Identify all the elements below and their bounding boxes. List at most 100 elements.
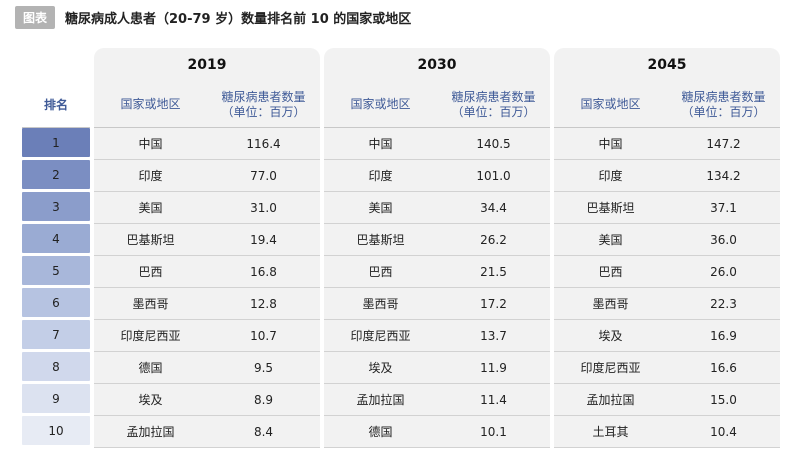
value-cell: 147.2 [706, 136, 741, 151]
country-cell: 印度尼西亚 [580, 361, 641, 375]
value-cell: 16.8 [250, 264, 277, 279]
value-cell: 12.8 [250, 296, 277, 311]
country-cell: 巴西 [138, 265, 163, 279]
value-cell: 11.9 [480, 360, 507, 375]
country-cell: 巴西 [598, 265, 623, 279]
country-cell: 孟加拉国 [356, 393, 405, 407]
figure-title: 糖尿病成人患者（20-79 岁）数量排名前 10 的国家或地区 [65, 11, 412, 27]
country-cell: 墨西哥 [132, 297, 169, 311]
country-column-header: 国家或地区 [120, 97, 181, 111]
country-cell: 土耳其 [592, 425, 629, 439]
country-cell: 孟加拉国 [126, 425, 175, 439]
rank-cell: 10 [22, 416, 90, 445]
country-cell: 中国 [368, 137, 393, 151]
table-row: 巴基斯坦 37.1 [554, 192, 780, 224]
value-cell: 19.4 [250, 232, 277, 247]
table-row: 墨西哥 12.8 [94, 288, 320, 320]
value-cell: 140.5 [476, 136, 511, 151]
country-cell: 墨西哥 [592, 297, 629, 311]
table-row: 美国 31.0 [94, 192, 320, 224]
table-row: 印度 101.0 [324, 160, 550, 192]
value-cell: 134.2 [706, 168, 741, 183]
panel-background [554, 48, 780, 448]
value-cell: 77.0 [250, 168, 277, 183]
value-cell: 26.2 [480, 232, 507, 247]
country-cell: 中国 [138, 137, 163, 151]
table-row: 埃及 11.9 [324, 352, 550, 384]
table-row: 巴西 26.0 [554, 256, 780, 288]
value-cell: 26.0 [710, 264, 737, 279]
figure-header: 图表 糖尿病成人患者（20-79 岁）数量排名前 10 的国家或地区 [15, 5, 412, 29]
value-cell: 15.0 [710, 392, 737, 407]
patients-column-header: 糖尿病患者数量 （单位：百万） [221, 89, 306, 119]
table-row: 美国 36.0 [554, 224, 780, 256]
column-subheader: 国家或地区 糖尿病患者数量 （单位：百万） [324, 82, 550, 128]
value-cell: 9.5 [253, 360, 274, 375]
rank-cell: 2 [22, 160, 90, 189]
country-cell: 巴基斯坦 [586, 201, 635, 215]
country-cell: 美国 [598, 233, 623, 247]
country-cell: 孟加拉国 [586, 393, 635, 407]
patients-column-header: 糖尿病患者数量 （单位：百万） [451, 89, 536, 119]
value-cell: 101.0 [476, 168, 511, 183]
table-row: 巴基斯坦 26.2 [324, 224, 550, 256]
value-cell: 8.4 [253, 424, 274, 439]
table-row: 墨西哥 17.2 [324, 288, 550, 320]
table-row: 印度 134.2 [554, 160, 780, 192]
value-cell: 11.4 [480, 392, 507, 407]
column-subheader: 国家或地区 糖尿病患者数量 （单位：百万） [94, 82, 320, 128]
country-column-header: 国家或地区 [350, 97, 411, 111]
table-row: 土耳其 10.4 [554, 416, 780, 448]
country-cell: 印度 [138, 169, 163, 183]
rank-cell: 7 [22, 320, 90, 349]
value-cell: 8.9 [253, 392, 274, 407]
country-cell: 美国 [368, 201, 393, 215]
value-cell: 10.4 [710, 424, 737, 439]
value-cell: 36.0 [710, 232, 737, 247]
value-cell: 16.6 [710, 360, 737, 375]
table-row: 印度尼西亚 13.7 [324, 320, 550, 352]
column-subheader: 国家或地区 糖尿病患者数量 （单位：百万） [554, 82, 780, 128]
value-cell: 116.4 [246, 136, 281, 151]
value-cell: 13.7 [480, 328, 507, 343]
panel-background [94, 48, 320, 448]
table-row: 巴西 16.8 [94, 256, 320, 288]
rank-cell: 1 [22, 128, 90, 157]
rank-cell: 8 [22, 352, 90, 381]
country-cell: 美国 [138, 201, 163, 215]
table-row: 孟加拉国 11.4 [324, 384, 550, 416]
country-column-header: 国家或地区 [580, 97, 641, 111]
table-row: 印度 77.0 [94, 160, 320, 192]
country-cell: 巴基斯坦 [356, 233, 405, 247]
country-cell: 印度 [368, 169, 393, 183]
value-cell: 17.2 [480, 296, 507, 311]
table-row: 德国 10.1 [324, 416, 550, 448]
value-cell: 10.7 [250, 328, 277, 343]
country-cell: 埃及 [598, 329, 623, 343]
table-row: 墨西哥 22.3 [554, 288, 780, 320]
table-row: 德国 9.5 [94, 352, 320, 384]
panel-background [324, 48, 550, 448]
rank-cell: 5 [22, 256, 90, 285]
value-cell: 10.1 [480, 424, 507, 439]
value-cell: 31.0 [250, 200, 277, 215]
table-row: 埃及 8.9 [94, 384, 320, 416]
country-cell: 中国 [598, 137, 623, 151]
country-cell: 埃及 [138, 393, 163, 407]
value-cell: 37.1 [710, 200, 737, 215]
value-cell: 21.5 [480, 264, 507, 279]
figure-badge: 图表 [15, 5, 56, 29]
country-cell: 印度尼西亚 [120, 329, 181, 343]
country-cell: 墨西哥 [362, 297, 399, 311]
country-cell: 印度尼西亚 [350, 329, 411, 343]
country-cell: 印度 [598, 169, 623, 183]
ranking-table: 排名 2019 国家或地区 糖尿病患者数量 （单位：百万） 中国 116.4 印度 77.0 美… [22, 48, 782, 448]
rank-cell: 4 [22, 224, 90, 253]
table-row: 巴基斯坦 19.4 [94, 224, 320, 256]
table-row: 美国 34.4 [324, 192, 550, 224]
rank-cell: 6 [22, 288, 90, 317]
year-header: 2045 [647, 57, 687, 73]
rank-cell: 9 [22, 384, 90, 413]
table-row: 中国 140.5 [324, 128, 550, 160]
value-cell: 34.4 [480, 200, 507, 215]
